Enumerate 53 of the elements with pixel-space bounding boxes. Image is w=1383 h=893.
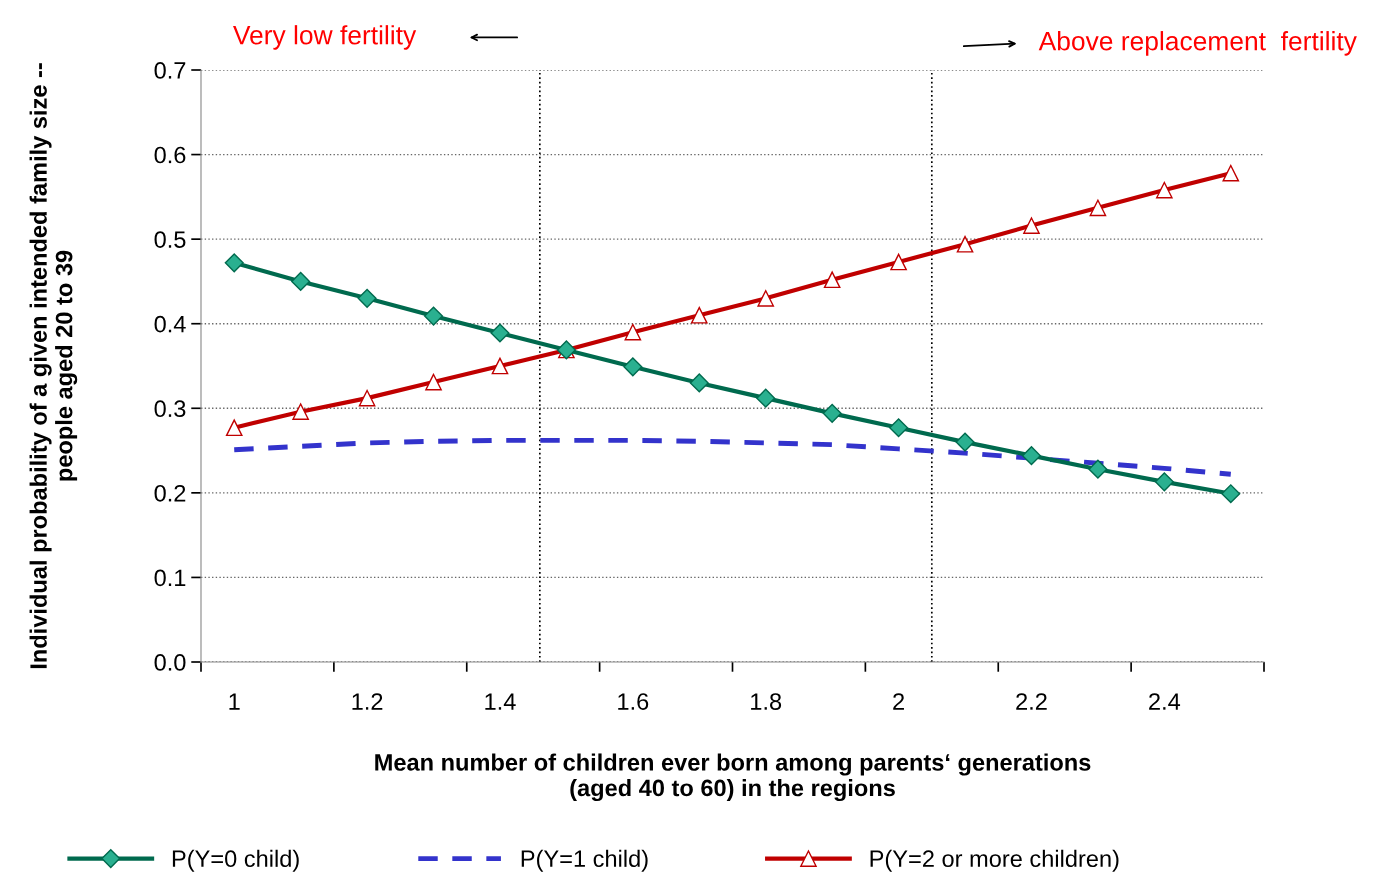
x-tick-label: 2.2	[1016, 693, 1047, 710]
point	[823, 271, 841, 289]
legend-label: P(Y=0 child)	[172, 849, 299, 872]
point	[357, 288, 377, 308]
point	[624, 323, 642, 341]
x-axis-title: Mean number of children ever born among parents‘ generations (aged 40 to 60) in the regions	[375, 753, 1091, 802]
point	[224, 253, 244, 273]
point	[490, 323, 510, 343]
point	[358, 389, 376, 407]
text: Above replacement fertility	[1038, 31, 1357, 56]
point	[1154, 472, 1174, 492]
x-tick-label: 1.6	[618, 693, 649, 710]
point	[756, 388, 776, 408]
x-tick-label: 2	[893, 693, 904, 710]
x-tick-label: 1.4	[485, 693, 516, 710]
y-tick-label: 0.1	[154, 569, 186, 587]
x-tick-label: 1.2	[352, 693, 383, 710]
point	[292, 403, 309, 421]
point	[1023, 217, 1040, 234]
point	[956, 235, 974, 253]
y-tick-label: 0.5	[154, 231, 186, 248]
y-tick-label: 0.6	[154, 146, 186, 164]
point	[1021, 446, 1042, 466]
x-tick-label: 1.8	[751, 693, 782, 710]
legend-label: P(Y=2 or more children)	[870, 849, 1119, 872]
legend-label: P(Y=1 child)	[521, 849, 648, 872]
point	[689, 373, 709, 393]
point	[822, 403, 842, 423]
x-tick-label: 2.4	[1149, 693, 1181, 710]
y-axis-title: Individual probability of a given intended family size -- people aged 20 to 39	[29, 63, 78, 669]
text: Very low fertility	[233, 25, 417, 50]
point	[1089, 199, 1107, 217]
x-tick-label: 1	[229, 693, 240, 710]
y-tick-label: 0.0	[154, 654, 186, 671]
point	[491, 357, 509, 375]
y-tick-label: 0.2	[154, 484, 186, 502]
point	[1221, 484, 1241, 504]
point	[623, 357, 643, 377]
y-tick-label: 0.3	[154, 400, 186, 418]
point	[890, 253, 907, 271]
y-tick-label: 0.7	[154, 62, 186, 79]
y-tick-label: 0.4	[154, 315, 186, 333]
point	[423, 306, 444, 326]
point	[955, 432, 975, 452]
point	[291, 271, 311, 291]
point	[1222, 164, 1240, 182]
point	[225, 419, 243, 437]
point	[690, 306, 708, 324]
point	[1156, 181, 1173, 199]
point	[425, 373, 442, 391]
point	[757, 290, 775, 307]
point	[889, 418, 909, 438]
point	[1088, 459, 1108, 479]
